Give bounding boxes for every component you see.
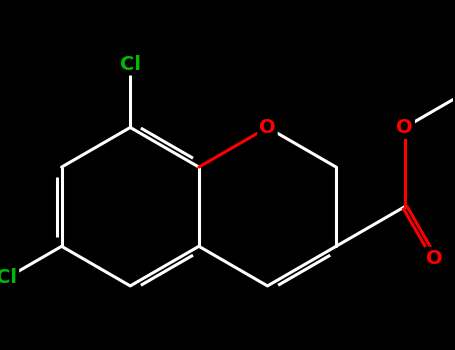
Text: O: O	[426, 248, 443, 268]
Text: Cl: Cl	[0, 268, 17, 287]
Text: Cl: Cl	[120, 55, 141, 74]
Text: O: O	[396, 118, 413, 137]
Text: O: O	[259, 118, 276, 137]
